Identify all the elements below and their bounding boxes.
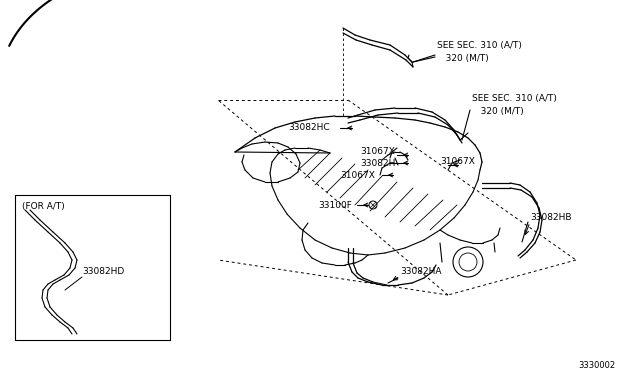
Text: 33082HA: 33082HA (400, 267, 442, 276)
Text: 31067X: 31067X (340, 170, 375, 180)
Text: 3330002: 3330002 (578, 362, 615, 371)
Text: SEE SEC. 310 (A/T)
   320 (M/T): SEE SEC. 310 (A/T) 320 (M/T) (437, 41, 522, 63)
Text: SEE SEC. 310 (A/T)
   320 (M/T): SEE SEC. 310 (A/T) 320 (M/T) (472, 94, 557, 116)
Text: 33082HB: 33082HB (530, 214, 572, 222)
Text: (FOR A/T): (FOR A/T) (22, 202, 65, 211)
Text: 31067X: 31067X (440, 157, 475, 167)
Text: 33082HC: 33082HC (288, 124, 330, 132)
Text: 33100F: 33100F (318, 201, 352, 209)
Text: 31067X: 31067X (360, 148, 395, 157)
Text: 33082H: 33082H (360, 158, 396, 167)
Text: 33082HD: 33082HD (82, 267, 124, 276)
